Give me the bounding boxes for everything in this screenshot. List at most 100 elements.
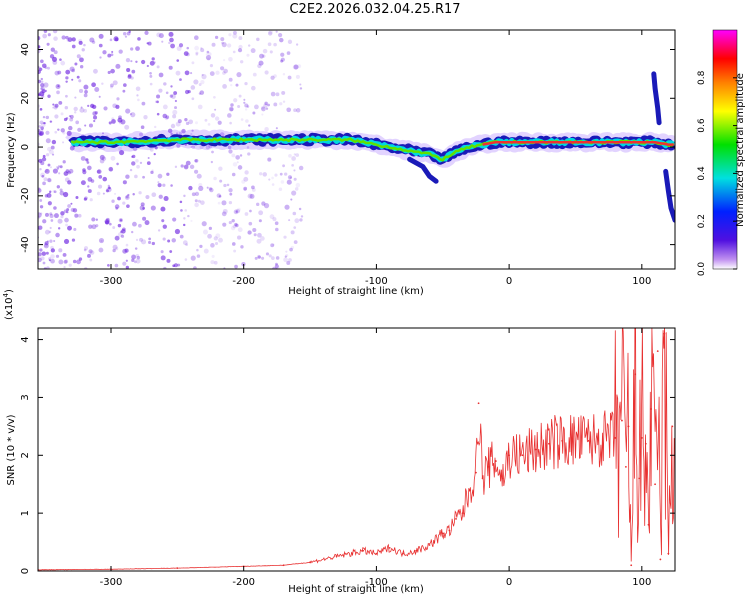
spectrogram-noise-point: [272, 217, 277, 222]
spectrogram-noise-point: [125, 259, 128, 262]
spectrogram-noise-point: [57, 165, 61, 168]
spectrogram-noise-point: [57, 227, 61, 230]
snr-point: [627, 425, 630, 428]
spectrogram-noise-point: [176, 46, 182, 52]
spectrogram-noise-point: [142, 175, 145, 179]
spectrogram-noise-point: [267, 42, 272, 47]
snr-point: [282, 564, 285, 567]
spectrogram-noise-point: [114, 192, 117, 195]
spectrogram-noise-point: [124, 124, 130, 130]
snr-point: [488, 465, 491, 468]
spectrogram-noise-point: [282, 100, 286, 103]
spectrogram-noise-point: [231, 153, 236, 158]
spectrogram-noise-point: [287, 75, 292, 80]
spectrogram-noise-point: [74, 213, 79, 218]
snr-y-tick-label: 0: [20, 568, 31, 574]
spectrogram-noise-point: [232, 30, 237, 35]
spectrogram-noise-point: [247, 193, 253, 199]
spectrogram-noise-point: [93, 68, 98, 74]
spectrogram-noise-point: [211, 42, 216, 47]
spectrogram-noise-point: [247, 230, 252, 235]
spectrogram-noise-point: [44, 170, 47, 173]
snr-point: [647, 523, 650, 526]
spectrogram-noise-point: [288, 258, 292, 262]
spectrogram-noise-point: [65, 35, 69, 40]
spectrogram-noise-point: [238, 44, 243, 50]
spectrogram-noise-point: [56, 185, 61, 189]
spectrogram-noise-point: [179, 78, 182, 81]
spectrogram-noise-point: [200, 79, 205, 85]
spectrogram-noise-point: [89, 258, 93, 262]
spectrogram-noise-point: [167, 239, 171, 243]
spectrogram-noise-point: [92, 104, 97, 110]
spectrogram-noise-point: [227, 145, 232, 150]
snr-point: [468, 489, 471, 491]
spectrogram-noise-point: [275, 262, 278, 266]
spectrogram-noise-point: [200, 47, 203, 50]
spectrogram-noise-point: [38, 186, 41, 191]
spectrogram-noise-point: [63, 191, 69, 198]
spectrogram-noise-point: [179, 200, 183, 204]
spectrogram-noise-point: [38, 35, 41, 41]
spectrogram-noise-point: [115, 63, 121, 69]
spectrogram-noise-point: [59, 58, 62, 61]
spectrogram-noise-point: [232, 224, 237, 229]
spectrogram-noise-point: [264, 70, 269, 75]
spectrogram-noise-point: [130, 254, 137, 260]
spectrogram-noise-point: [117, 223, 122, 228]
spectrogram-noise-point: [231, 172, 236, 177]
snr-point: [176, 567, 179, 570]
spectrogram-noise-point: [237, 165, 243, 170]
spectrogram-noise-point: [87, 189, 92, 194]
spectrogram-noise-point: [96, 191, 101, 196]
spectrogram-noise-point: [278, 32, 283, 38]
spectrogram-noise-point: [145, 194, 150, 200]
spectrogram-noise-point: [230, 83, 233, 87]
spectrogram-noise-point: [88, 249, 93, 254]
spectrogram-noise-point: [108, 222, 112, 226]
spectrogram-noise-point: [243, 188, 247, 192]
spectrogram-noise-point: [176, 59, 180, 62]
spectrogram-noise-point: [240, 60, 244, 64]
spectrogram-noise-point: [267, 31, 273, 36]
spectrogram-noise-point: [125, 108, 131, 114]
spectrogram-noise-point: [48, 149, 54, 155]
spectrogram-noise-point: [238, 36, 243, 40]
spectrogram-noise-point: [134, 174, 138, 179]
spectrogram-noise-point: [105, 189, 109, 193]
spectrogram-noise-point: [44, 194, 49, 198]
spectrogram-noise-point: [110, 83, 114, 88]
spectrogram-noise-point: [44, 122, 47, 125]
spectrogram-noise-point: [222, 84, 227, 89]
spectrogram-noise-point: [168, 31, 174, 37]
spectrogram-noise-point: [268, 30, 273, 35]
spectrogram-noise-point: [186, 52, 190, 57]
spectrogram-noise-point: [226, 183, 230, 187]
spectrogram-noise-point: [190, 145, 193, 149]
spectrogram-noise-point: [157, 229, 161, 232]
spectrogram-noise-point: [71, 68, 75, 73]
spectrogram-noise-point: [147, 156, 150, 160]
spectrogram-noise-point: [88, 224, 93, 229]
spectrogram-noise-point: [67, 204, 71, 208]
spectrogram-noise-point: [142, 216, 147, 221]
spectrogram-noise-point: [221, 41, 224, 45]
spectrogram-noise-point: [50, 258, 55, 264]
spectrogram-noise-point: [170, 85, 173, 88]
spectrogram-x-tick-label: 100: [632, 276, 651, 287]
spectrogram-noise-point: [118, 146, 122, 151]
spectrogram-noise-point: [44, 229, 50, 235]
snr-multiplier-base: (x10: [4, 297, 15, 320]
spectrogram-noise-point: [49, 212, 53, 216]
spectrogram-noise-point: [78, 88, 84, 94]
spectrogram-noise-point: [52, 153, 55, 156]
spectrogram-noise-point: [59, 190, 65, 196]
spectrogram-noise-point: [214, 116, 220, 121]
spectrogram-noise-point: [286, 261, 291, 265]
spectrogram-noise-point: [178, 43, 184, 48]
spectrogram-noise-point: [65, 69, 71, 75]
spectrogram-noise-point: [199, 90, 205, 95]
spectrogram-noise-point: [258, 210, 264, 216]
spectrogram-noise-point: [108, 186, 111, 190]
